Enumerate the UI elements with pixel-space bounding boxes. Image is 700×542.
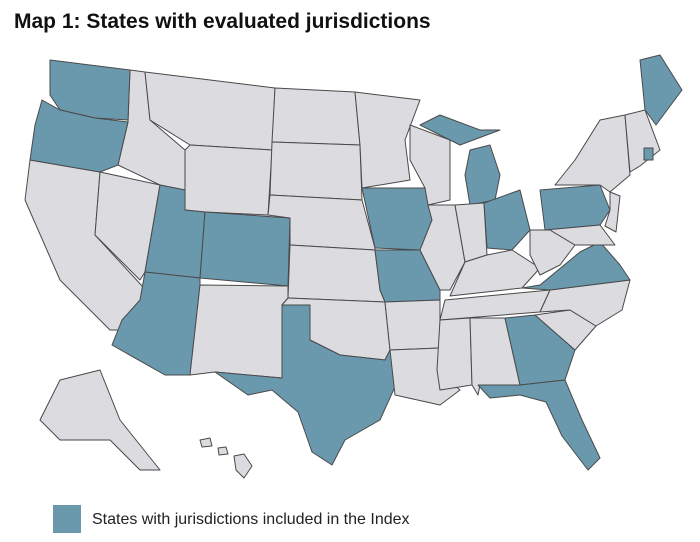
state-highlighted xyxy=(419,114,501,146)
state xyxy=(544,224,616,246)
legend-label: States with jurisdictions included in th… xyxy=(92,511,410,528)
state xyxy=(287,244,386,303)
state xyxy=(269,141,363,201)
state-highlighted xyxy=(639,54,683,126)
state-highlighted xyxy=(199,211,291,287)
state-highlighted xyxy=(643,147,654,161)
state xyxy=(604,191,621,233)
state xyxy=(184,144,273,216)
state xyxy=(217,446,229,456)
map-title: Map 1: States with evaluated jurisdictio… xyxy=(14,10,431,33)
state xyxy=(271,87,361,146)
state xyxy=(354,91,421,189)
us-map xyxy=(24,54,683,479)
state xyxy=(94,171,161,281)
state-highlighted xyxy=(477,379,601,471)
state-highlighted xyxy=(504,314,576,386)
state-highlighted xyxy=(483,189,531,251)
state xyxy=(199,437,213,448)
state xyxy=(436,317,473,391)
state xyxy=(189,284,289,379)
state-highlighted xyxy=(29,99,129,173)
state-highlighted xyxy=(464,144,501,206)
state-highlighted xyxy=(214,304,399,466)
legend-swatch xyxy=(53,505,81,533)
state-highlighted xyxy=(111,271,201,376)
state xyxy=(39,369,161,471)
state xyxy=(233,453,253,479)
state xyxy=(554,114,631,193)
state-highlighted xyxy=(521,241,631,291)
state xyxy=(384,299,441,351)
state-highlighted xyxy=(539,184,611,231)
